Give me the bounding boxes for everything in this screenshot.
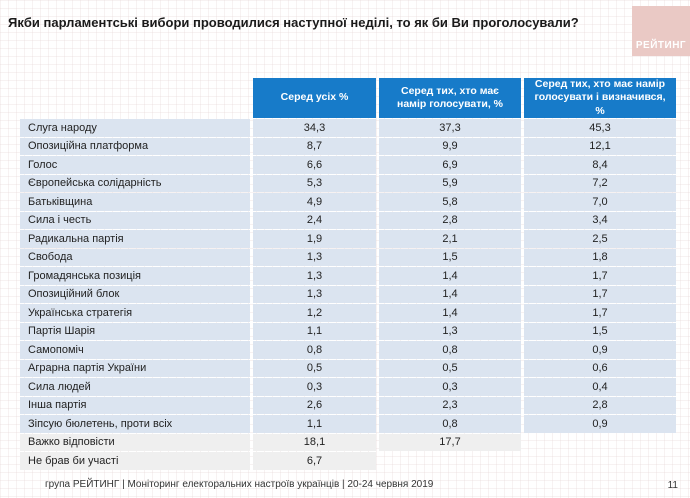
value-decided-cell: 0,6 <box>524 359 676 377</box>
party-name-cell: Українська стратегія <box>20 304 250 322</box>
party-name-cell: Сила і честь <box>20 211 250 229</box>
value-intend-cell: 9,9 <box>379 137 521 155</box>
value-decided-cell: 7,2 <box>524 174 676 192</box>
value-among-all-cell: 2,4 <box>253 211 376 229</box>
value-intend-cell: 2,1 <box>379 230 521 248</box>
party-name-cell: Слуга народу <box>20 119 250 137</box>
value-among-all-cell: 1,1 <box>253 322 376 340</box>
value-among-all-cell: 5,3 <box>253 174 376 192</box>
value-among-all-cell: 34,3 <box>253 119 376 137</box>
value-among-all-cell: 0,3 <box>253 378 376 396</box>
party-name-cell: Радикальна партія <box>20 230 250 248</box>
party-name-cell: Європейська солідарність <box>20 174 250 192</box>
value-intend-cell: 1,4 <box>379 304 521 322</box>
value-intend-cell: 1,5 <box>379 248 521 266</box>
value-intend-cell: 1,4 <box>379 285 521 303</box>
party-name-cell: Громадянська позиція <box>20 267 250 285</box>
value-decided-cell: 1,7 <box>524 267 676 285</box>
value-decided-cell: 0,9 <box>524 341 676 359</box>
value-decided-cell: 3,4 <box>524 211 676 229</box>
table-header-among-all: Серед усіх % <box>253 78 376 118</box>
value-among-all-cell: 18,1 <box>253 433 376 451</box>
party-name-cell: Аграрна партія України <box>20 359 250 377</box>
party-name-cell: Самопоміч <box>20 341 250 359</box>
page-title: Якби парламентські вибори проводилися на… <box>8 15 579 30</box>
value-decided-cell: 1,5 <box>524 322 676 340</box>
value-decided-cell: 2,8 <box>524 396 676 414</box>
value-intend-cell: 0,3 <box>379 378 521 396</box>
party-name-cell: Важко відповісти <box>20 433 250 451</box>
value-decided-cell <box>524 452 676 470</box>
value-intend-cell: 0,8 <box>379 341 521 359</box>
value-decided-cell: 7,0 <box>524 193 676 211</box>
party-name-cell: Опозиційний блок <box>20 285 250 303</box>
value-among-all-cell: 2,6 <box>253 396 376 414</box>
rating-group-logo: РЕЙТИНГ <box>632 6 690 56</box>
value-intend-cell: 6,9 <box>379 156 521 174</box>
value-intend-cell: 5,9 <box>379 174 521 192</box>
value-among-all-cell: 8,7 <box>253 137 376 155</box>
page-number: 11 <box>667 480 678 491</box>
value-decided-cell: 12,1 <box>524 137 676 155</box>
footer-source-line: група РЕЙТИНГ | Моніторинг електоральних… <box>45 479 434 490</box>
table-header-intend-to-vote: Серед тих, хто має намір голосувати, % <box>379 78 521 118</box>
value-among-all-cell: 1,1 <box>253 415 376 433</box>
party-name-cell: Партія Шарія <box>20 322 250 340</box>
value-intend-cell: 5,8 <box>379 193 521 211</box>
value-decided-cell: 0,9 <box>524 415 676 433</box>
rating-logo-text: РЕЙТИНГ <box>635 40 687 51</box>
value-decided-cell: 1,7 <box>524 304 676 322</box>
value-among-all-cell: 4,9 <box>253 193 376 211</box>
poll-results-table: Серед усіх % Серед тих, хто має намір го… <box>20 78 676 470</box>
value-among-all-cell: 1,3 <box>253 285 376 303</box>
party-name-cell: Опозиційна платформа <box>20 137 250 155</box>
value-decided-cell <box>524 434 676 452</box>
value-among-all-cell: 6,6 <box>253 156 376 174</box>
value-intend-cell <box>379 452 521 470</box>
value-intend-cell: 17,7 <box>379 433 521 451</box>
party-name-cell: Інша партія <box>20 396 250 414</box>
value-intend-cell: 2,3 <box>379 396 521 414</box>
value-decided-cell: 2,5 <box>524 230 676 248</box>
value-among-all-cell: 1,3 <box>253 267 376 285</box>
table-header-corner <box>20 78 250 118</box>
value-decided-cell: 1,7 <box>524 285 676 303</box>
party-name-cell: Батьківщина <box>20 193 250 211</box>
table-header-intend-and-decided: Серед тих, хто має намір голосувати і ви… <box>524 78 676 118</box>
value-intend-cell: 0,8 <box>379 415 521 433</box>
value-decided-cell: 45,3 <box>524 119 676 137</box>
value-intend-cell: 0,5 <box>379 359 521 377</box>
party-name-cell: Голос <box>20 156 250 174</box>
party-name-cell: Не брав би участі <box>20 452 250 470</box>
value-among-all-cell: 1,2 <box>253 304 376 322</box>
value-among-all-cell: 0,8 <box>253 341 376 359</box>
value-intend-cell: 37,3 <box>379 119 521 137</box>
value-decided-cell: 1,8 <box>524 248 676 266</box>
value-intend-cell: 2,8 <box>379 211 521 229</box>
value-decided-cell: 0,4 <box>524 378 676 396</box>
value-among-all-cell: 1,3 <box>253 248 376 266</box>
party-name-cell: Свобода <box>20 248 250 266</box>
party-name-cell: Зіпсую бюлетень, проти всіх <box>20 415 250 433</box>
value-decided-cell: 8,4 <box>524 156 676 174</box>
value-intend-cell: 1,3 <box>379 322 521 340</box>
value-among-all-cell: 6,7 <box>253 452 376 470</box>
party-name-cell: Сила людей <box>20 378 250 396</box>
value-among-all-cell: 0,5 <box>253 359 376 377</box>
value-among-all-cell: 1,9 <box>253 230 376 248</box>
value-intend-cell: 1,4 <box>379 267 521 285</box>
